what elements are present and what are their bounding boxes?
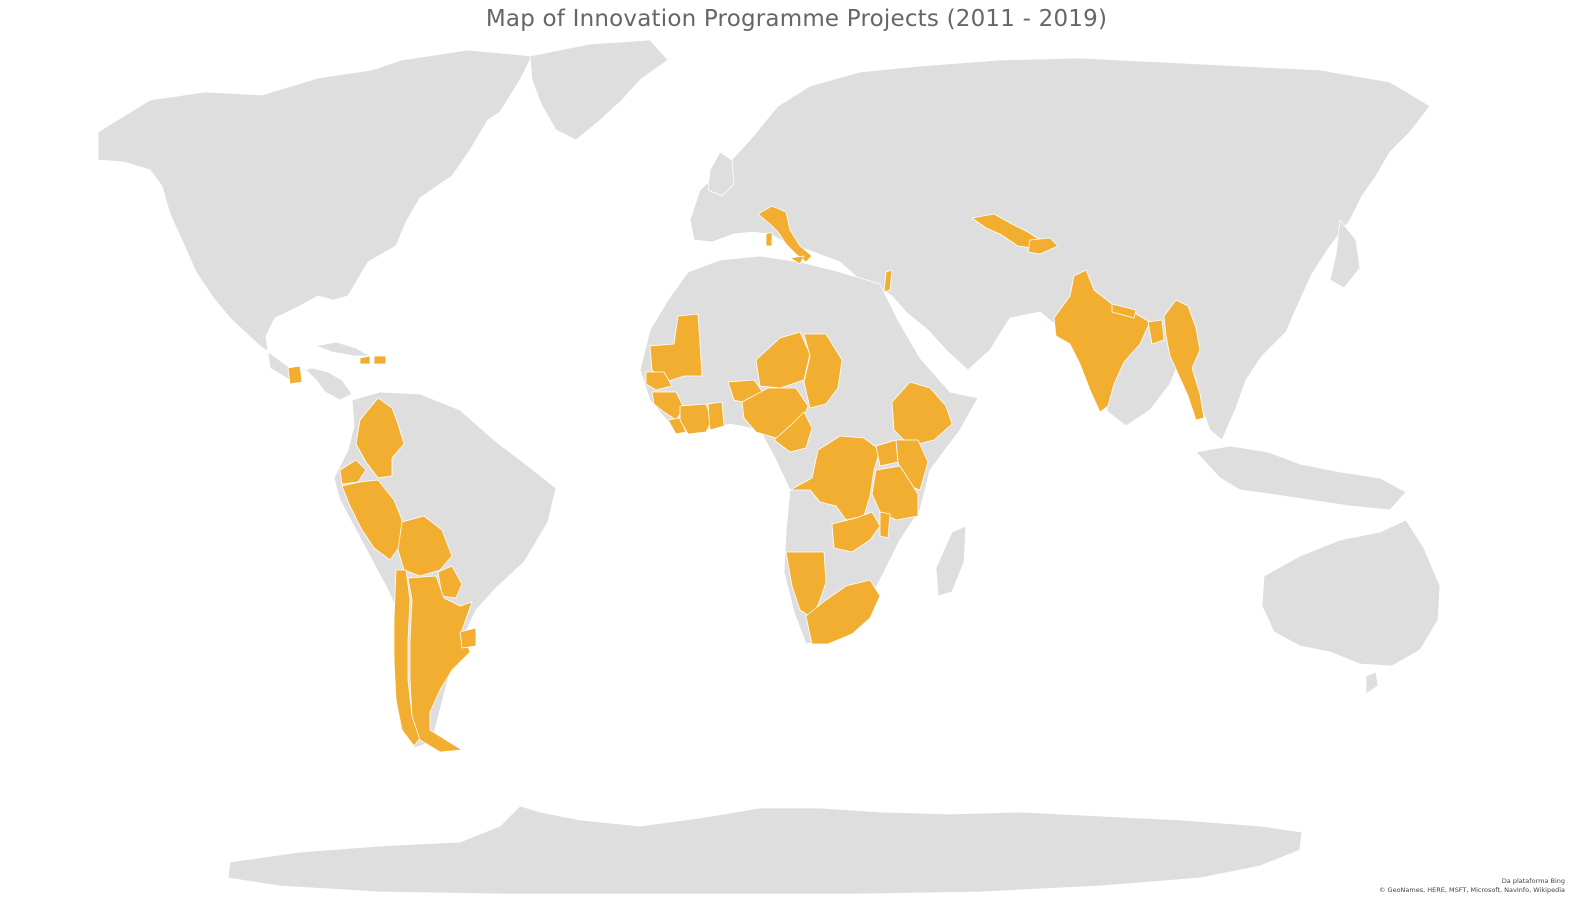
landmass-southeast-asia-islands [1195, 445, 1407, 511]
map-attribution: Da plataforma Bing © GeoNames, HERE, MSF… [1379, 877, 1565, 895]
country-argentina [407, 575, 473, 753]
land-layer [97, 39, 1441, 895]
country-cote-divoire [679, 403, 713, 435]
country-dr-congo [789, 435, 881, 521]
country-italy-sicily [789, 255, 805, 265]
country-bangladesh [1147, 319, 1165, 345]
country-zambia [831, 511, 881, 553]
country-italy-sardinia [765, 231, 773, 247]
country-chad [803, 333, 843, 409]
landmass-cuba [315, 341, 371, 357]
country-israel [883, 269, 893, 293]
country-nepal [1111, 303, 1137, 319]
landmass-greenland [529, 39, 669, 141]
attribution-provider: Da plataforma Bing [1501, 877, 1565, 885]
landmass-australia [1261, 519, 1441, 667]
highlight-layer [287, 205, 1205, 753]
country-uruguay [459, 627, 477, 649]
landmass-antarctica [227, 805, 1303, 895]
country-italy [757, 205, 813, 263]
country-cameroon [773, 411, 813, 453]
country-south-africa [805, 579, 881, 645]
country-tajikistan [1027, 237, 1059, 255]
landmass-north-america [97, 49, 533, 401]
country-ecuador [339, 459, 367, 485]
country-senegal [645, 371, 673, 391]
landmass-japan [1329, 219, 1361, 289]
landmass-new-zealand [1365, 671, 1379, 695]
landmass-britain [707, 151, 735, 197]
attribution-sources: © GeoNames, HERE, MSFT, Microsoft, NavIn… [1378, 886, 1565, 894]
country-dominican-republic [373, 355, 387, 365]
country-ethiopia [891, 381, 953, 447]
country-myanmar [1163, 299, 1205, 421]
map-title: Map of Innovation Programme Projects (20… [485, 6, 1108, 32]
country-guatemala [287, 365, 303, 385]
country-india [1053, 269, 1151, 413]
country-bolivia [397, 515, 453, 577]
country-ghana [707, 401, 725, 431]
country-colombia [355, 397, 405, 479]
country-niger [755, 331, 811, 389]
country-tanzania [871, 465, 919, 521]
country-haiti [359, 355, 371, 365]
country-malawi [879, 511, 891, 539]
landmass-madagascar [935, 525, 967, 597]
